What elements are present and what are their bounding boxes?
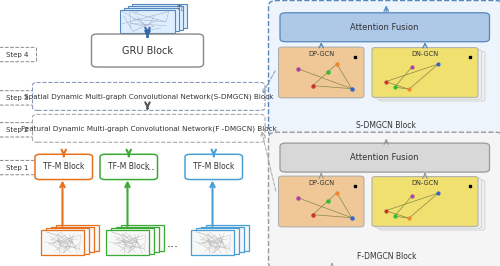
FancyBboxPatch shape bbox=[106, 230, 149, 255]
FancyBboxPatch shape bbox=[132, 4, 187, 28]
Text: DN-GCN: DN-GCN bbox=[412, 51, 438, 57]
FancyBboxPatch shape bbox=[268, 1, 500, 136]
FancyBboxPatch shape bbox=[0, 123, 36, 137]
FancyBboxPatch shape bbox=[376, 178, 482, 228]
Text: Featural Dynamic Multi-graph Convolutional Network(F -DMGCN) Block: Featural Dynamic Multi-graph Convolution… bbox=[21, 125, 276, 132]
Text: $T_L$: $T_L$ bbox=[176, 4, 184, 14]
FancyBboxPatch shape bbox=[268, 132, 500, 266]
Text: DN-GCN: DN-GCN bbox=[412, 180, 438, 186]
FancyBboxPatch shape bbox=[32, 114, 265, 142]
FancyBboxPatch shape bbox=[0, 160, 36, 175]
FancyBboxPatch shape bbox=[120, 10, 175, 33]
FancyBboxPatch shape bbox=[111, 228, 154, 254]
FancyBboxPatch shape bbox=[372, 48, 478, 97]
FancyBboxPatch shape bbox=[372, 177, 478, 226]
FancyBboxPatch shape bbox=[92, 34, 204, 67]
FancyBboxPatch shape bbox=[185, 154, 242, 180]
FancyBboxPatch shape bbox=[46, 228, 89, 254]
FancyBboxPatch shape bbox=[128, 6, 183, 30]
FancyBboxPatch shape bbox=[121, 225, 164, 251]
FancyBboxPatch shape bbox=[32, 82, 265, 110]
FancyBboxPatch shape bbox=[278, 176, 364, 227]
Text: ...: ... bbox=[166, 237, 178, 250]
FancyBboxPatch shape bbox=[278, 47, 364, 98]
Text: Step 4: Step 4 bbox=[6, 52, 28, 57]
Text: S-DMGCN Block: S-DMGCN Block bbox=[356, 120, 416, 130]
Text: F-DMGCN Block: F-DMGCN Block bbox=[356, 252, 416, 261]
FancyBboxPatch shape bbox=[35, 154, 92, 180]
FancyBboxPatch shape bbox=[280, 143, 490, 172]
Text: Step 3: Step 3 bbox=[6, 95, 28, 101]
FancyBboxPatch shape bbox=[41, 230, 84, 255]
FancyBboxPatch shape bbox=[100, 154, 158, 180]
Text: TF-M Block: TF-M Block bbox=[108, 163, 150, 171]
FancyBboxPatch shape bbox=[0, 91, 36, 105]
Text: DP-GCN: DP-GCN bbox=[308, 180, 334, 186]
Text: TF-M Block: TF-M Block bbox=[193, 163, 234, 171]
FancyBboxPatch shape bbox=[52, 227, 94, 252]
FancyBboxPatch shape bbox=[379, 51, 485, 101]
Text: GRU Block: GRU Block bbox=[122, 45, 173, 56]
Text: Step 2: Step 2 bbox=[6, 127, 28, 133]
Text: Attention Fusion: Attention Fusion bbox=[350, 23, 419, 32]
FancyBboxPatch shape bbox=[379, 180, 485, 230]
FancyBboxPatch shape bbox=[116, 227, 159, 252]
FancyBboxPatch shape bbox=[191, 230, 234, 255]
Text: Attention Fusion: Attention Fusion bbox=[350, 153, 419, 162]
FancyBboxPatch shape bbox=[206, 225, 249, 251]
Text: DP-GCN: DP-GCN bbox=[308, 51, 334, 57]
FancyBboxPatch shape bbox=[201, 227, 244, 252]
FancyBboxPatch shape bbox=[56, 225, 99, 251]
FancyBboxPatch shape bbox=[196, 228, 239, 254]
Text: TF-M Block: TF-M Block bbox=[43, 163, 84, 171]
FancyBboxPatch shape bbox=[376, 49, 482, 99]
FancyBboxPatch shape bbox=[0, 47, 36, 62]
Text: Step 1: Step 1 bbox=[6, 165, 28, 171]
Text: Spatial Dynamic Multi-graph Convolutional Network(S-DMGCN) Block: Spatial Dynamic Multi-graph Convolutiona… bbox=[24, 93, 274, 100]
FancyBboxPatch shape bbox=[124, 8, 179, 31]
FancyBboxPatch shape bbox=[280, 13, 490, 42]
Text: ...: ... bbox=[144, 160, 156, 173]
